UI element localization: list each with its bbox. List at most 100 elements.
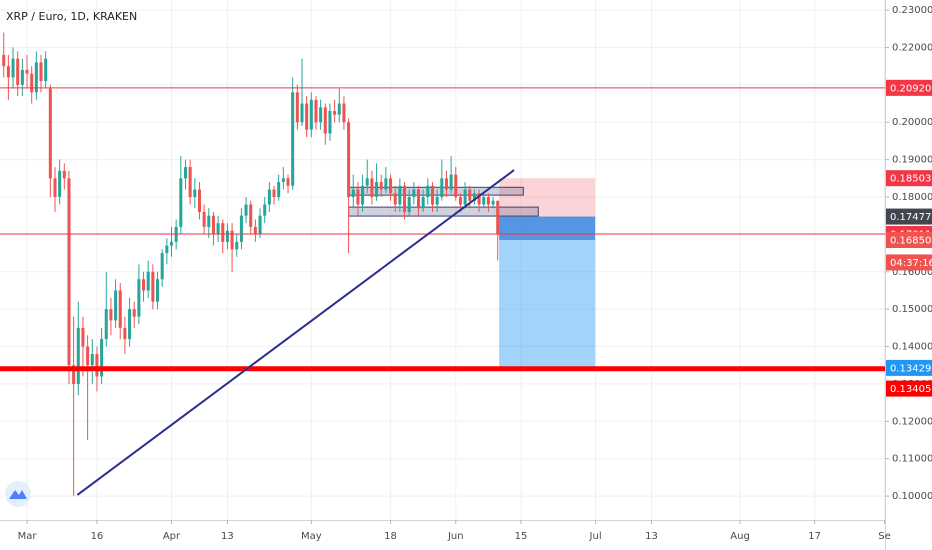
candle-body: [193, 189, 197, 198]
candle-body: [114, 290, 118, 321]
candle-body: [319, 107, 323, 123]
x-tick-label: 17: [808, 531, 821, 542]
price-label: 04:37:16: [890, 258, 932, 269]
candle-body: [11, 58, 15, 78]
candle-body: [286, 178, 290, 186]
candle-body: [295, 92, 299, 123]
candle-body: [109, 309, 113, 321]
candle-body: [309, 99, 313, 130]
candle-body: [347, 122, 351, 198]
candle-body: [90, 354, 94, 366]
candle-body: [337, 103, 341, 115]
candle-body: [458, 197, 462, 205]
x-tick-label: 15: [515, 531, 528, 542]
candle-body: [440, 178, 444, 198]
candle-body: [156, 279, 160, 302]
candle-body: [132, 309, 136, 317]
candle-body: [151, 271, 155, 302]
candle-body: [253, 226, 257, 235]
y-tick-label: 0.23000: [892, 5, 932, 16]
candle-body: [300, 103, 304, 123]
candle-body: [95, 354, 99, 377]
candle-body: [356, 189, 360, 205]
candle-body: [16, 58, 20, 85]
candle-body: [48, 88, 52, 179]
candle-body: [67, 178, 71, 366]
x-tick-label: Jun: [447, 531, 464, 542]
candle-body: [449, 174, 453, 190]
candle-body: [263, 204, 267, 216]
candle-body: [128, 309, 132, 340]
candle-body: [165, 245, 169, 254]
x-tick-label: 13: [221, 531, 234, 542]
candle-body: [454, 174, 458, 198]
y-tick-label: 0.10000: [892, 491, 932, 502]
candle-body: [137, 279, 141, 317]
candle-body: [221, 223, 225, 242]
candle-body: [239, 215, 243, 242]
candle-body: [211, 215, 215, 235]
candle-body: [370, 178, 374, 198]
range-box: [348, 206, 539, 217]
price-label: 0.13405: [890, 384, 931, 395]
candle-body: [123, 327, 127, 340]
candle-body: [39, 62, 43, 82]
candle-body: [486, 197, 490, 205]
price-label-box: [886, 170, 932, 187]
candle-body: [435, 197, 439, 205]
candle-body: [272, 189, 276, 198]
candle-body: [62, 170, 66, 179]
candle-body: [342, 103, 346, 123]
x-tick-label: 16: [91, 531, 104, 542]
candle-body: [416, 189, 421, 209]
candle-body: [142, 279, 146, 291]
x-tick-label: 13: [645, 531, 658, 542]
candle-body: [100, 339, 104, 377]
candle-body: [183, 167, 187, 179]
candle-body: [2, 54, 6, 67]
y-tick-label: 0.20000: [892, 117, 932, 128]
y-tick-label: 0.15000: [892, 304, 932, 315]
candle-body: [281, 178, 285, 183]
x-tick-label: Apr: [163, 531, 181, 542]
price-label-box: [886, 79, 932, 96]
price-label-box: [886, 359, 932, 376]
candle-body: [53, 178, 57, 198]
candle-body: [197, 189, 201, 212]
candle-body: [375, 182, 379, 198]
candle-body: [72, 365, 76, 384]
candle-body: [305, 103, 309, 130]
trend-line: [76, 169, 515, 496]
price-label-box: [886, 208, 932, 225]
candle-body: [398, 185, 402, 205]
candle-body: [477, 193, 481, 205]
candle-body: [81, 327, 85, 347]
candle-body: [118, 290, 122, 328]
candle-body: [472, 193, 476, 201]
candle-body: [202, 211, 206, 227]
candle-body: [403, 185, 407, 212]
candle-body: [430, 185, 434, 205]
candle-body: [225, 230, 229, 242]
price-label: 0.20920: [890, 83, 931, 94]
candle-body: [76, 327, 80, 384]
candle-body: [412, 189, 416, 198]
chart-title: XRP / Euro, 1D, KRAKEN: [6, 10, 137, 23]
x-tick-label: Aug: [730, 531, 750, 542]
candle-body: [365, 178, 369, 186]
x-tick-label: Jul: [589, 531, 602, 542]
candle-body: [86, 346, 90, 366]
x-tick-label: May: [301, 531, 322, 542]
price-label-box: [886, 380, 932, 397]
y-tick-label: 0.11000: [892, 454, 932, 465]
x-tick-label: 18: [384, 531, 397, 542]
candle-body: [146, 271, 150, 291]
candle-body: [291, 92, 295, 186]
candle-body: [6, 66, 10, 78]
candle-body: [496, 200, 500, 235]
candle-body: [44, 58, 48, 82]
candle-body: [235, 241, 239, 250]
candle-body: [444, 178, 448, 190]
